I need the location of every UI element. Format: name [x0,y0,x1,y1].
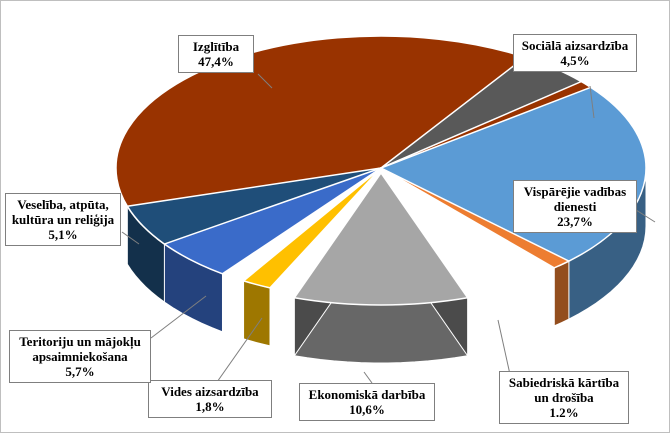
label-ekonomiska: Ekonomiskā darbība 10,6% [299,383,435,421]
label-veseliba-value: 5,1% [48,227,78,242]
label-ekonomiska-value: 10,6% [349,402,385,417]
label-sabiedriska-name2: un drošība [534,390,594,405]
label-visparejie-name: Vispārējie vadības [523,184,627,199]
leader-line-4 [363,371,373,384]
label-izglitiba: Izglītība 47,4% [178,35,254,73]
label-vides: Vides aizsardzība 1,8% [148,380,272,418]
leader-line-3 [497,319,512,380]
leader-line-2 [635,209,656,223]
label-sabiedriska-value: 1.2% [549,405,579,420]
label-teritoriju-name: Teritoriju un mājokļu [19,334,141,349]
leader-line-5 [209,317,263,393]
label-vides-value: 1,8% [195,399,225,414]
leader-line-6 [150,295,207,339]
label-ekonomiska-name: Ekonomiskā darbība [308,387,426,402]
label-izglitiba-name: Izglītība [192,39,240,54]
pie-slice-4 [293,171,469,306]
label-teritoriju-name2: apsaimniekošana [32,349,128,364]
pie-slice-5 [242,167,382,289]
leader-line-7 [121,231,140,245]
label-visparejie-value: 23,7% [557,214,593,229]
pie-slice-3 [380,167,571,269]
label-veseliba-name2: kultūra un reliģija [11,212,115,227]
label-sabiedriska: Sabiedriskā kārtība un drošība 1.2% [499,371,629,424]
pie-side-3 [553,260,570,327]
leader-line-1 [589,85,595,119]
label-teritoriju: Teritoriju un mājokļu apsaimniekošana 5,… [9,330,151,383]
pie-side-5 [243,280,271,347]
label-sabiedriska-name: Sabiedriskā kārtība [508,375,620,390]
label-veseliba: Veselība, atpūta, kultūra un reliģija 5,… [5,193,121,246]
label-izglitiba-value: 47,4% [198,54,234,69]
leader-line-0 [257,73,273,89]
callout-leader-lines [121,73,656,393]
label-vides-name: Vides aizsardzība [161,384,259,399]
label-sociala-name: Sociālā aizsardzība [521,38,629,53]
pie-slice-7 [126,167,382,245]
label-sociala-value: 4,5% [560,53,590,68]
label-visparejie: Vispārējie vadības dienesti 23,7% [513,180,637,233]
label-veseliba-name: Veselība, atpūta, [17,197,109,212]
label-sociala: Sociālā aizsardzība 4,5% [513,34,637,72]
label-teritoriju-value: 5,7% [65,364,95,379]
label-visparejie-name2: dienesti [553,199,597,214]
